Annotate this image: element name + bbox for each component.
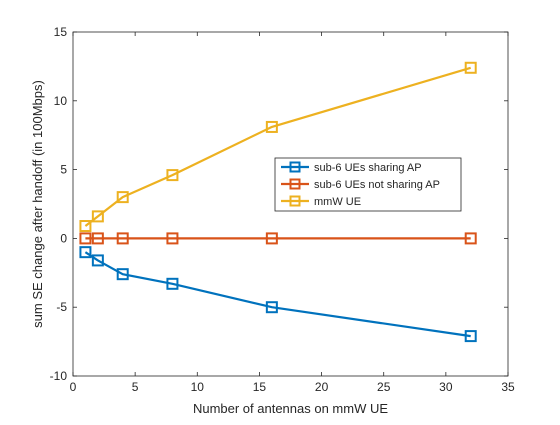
legend-label: mmW UE xyxy=(314,196,361,208)
data-point-marker xyxy=(79,246,92,259)
data-point-marker xyxy=(166,232,179,245)
y-tick-label: 5 xyxy=(60,163,67,177)
data-point-marker xyxy=(91,232,104,245)
data-point-marker xyxy=(116,191,129,204)
x-tick-label: 20 xyxy=(315,380,329,394)
data-point-marker xyxy=(464,330,477,343)
data-point-marker xyxy=(265,301,278,314)
legend-label: sub-6 UEs not sharing AP xyxy=(314,179,440,191)
x-tick-label: 25 xyxy=(377,380,391,394)
x-tick-label: 30 xyxy=(439,380,453,394)
x-tick-label: 0 xyxy=(70,380,77,394)
axis-ticks: 0 5 10 15 20 25 30 35 -10 -5 0 5 10 15 xyxy=(50,25,515,394)
series-1 xyxy=(79,232,477,245)
data-point-marker xyxy=(79,232,92,245)
series-2 xyxy=(79,61,477,233)
data-point-marker xyxy=(265,120,278,133)
y-axis-label: sum SE change after handoff (in 100Mbps) xyxy=(30,80,45,328)
legend-marker xyxy=(289,161,301,173)
data-point-marker xyxy=(91,210,104,223)
y-tick-label: 10 xyxy=(54,94,68,108)
data-point-marker xyxy=(166,169,179,182)
data-point-marker xyxy=(166,277,179,290)
data-point-marker xyxy=(265,232,278,245)
data-point-marker xyxy=(79,220,92,233)
x-tick-label: 15 xyxy=(253,380,267,394)
series-line xyxy=(84,251,471,338)
data-point-marker xyxy=(116,268,129,281)
data-point-marker xyxy=(116,232,129,245)
data-point-marker xyxy=(91,254,104,267)
y-tick-label: -5 xyxy=(56,300,67,314)
y-tick-label: 0 xyxy=(60,231,67,245)
legend-label: sub-6 UEs sharing AP xyxy=(314,162,422,174)
legend-marker xyxy=(289,178,301,190)
x-axis-label: Number of antennas on mmW UE xyxy=(193,401,388,416)
x-tick-label: 10 xyxy=(191,380,205,394)
series-layer xyxy=(79,61,477,343)
series-line xyxy=(84,66,472,227)
legend-marker xyxy=(289,195,301,207)
y-tick-label: 15 xyxy=(54,25,68,39)
x-tick-label: 5 xyxy=(132,380,139,394)
data-point-marker xyxy=(464,61,477,74)
series-0 xyxy=(79,246,477,343)
data-point-marker xyxy=(464,232,477,245)
x-tick-label: 35 xyxy=(501,380,515,394)
legend: sub-6 UEs sharing AP sub-6 UEs not sharin… xyxy=(274,157,462,212)
y-tick-label: -10 xyxy=(50,369,68,383)
